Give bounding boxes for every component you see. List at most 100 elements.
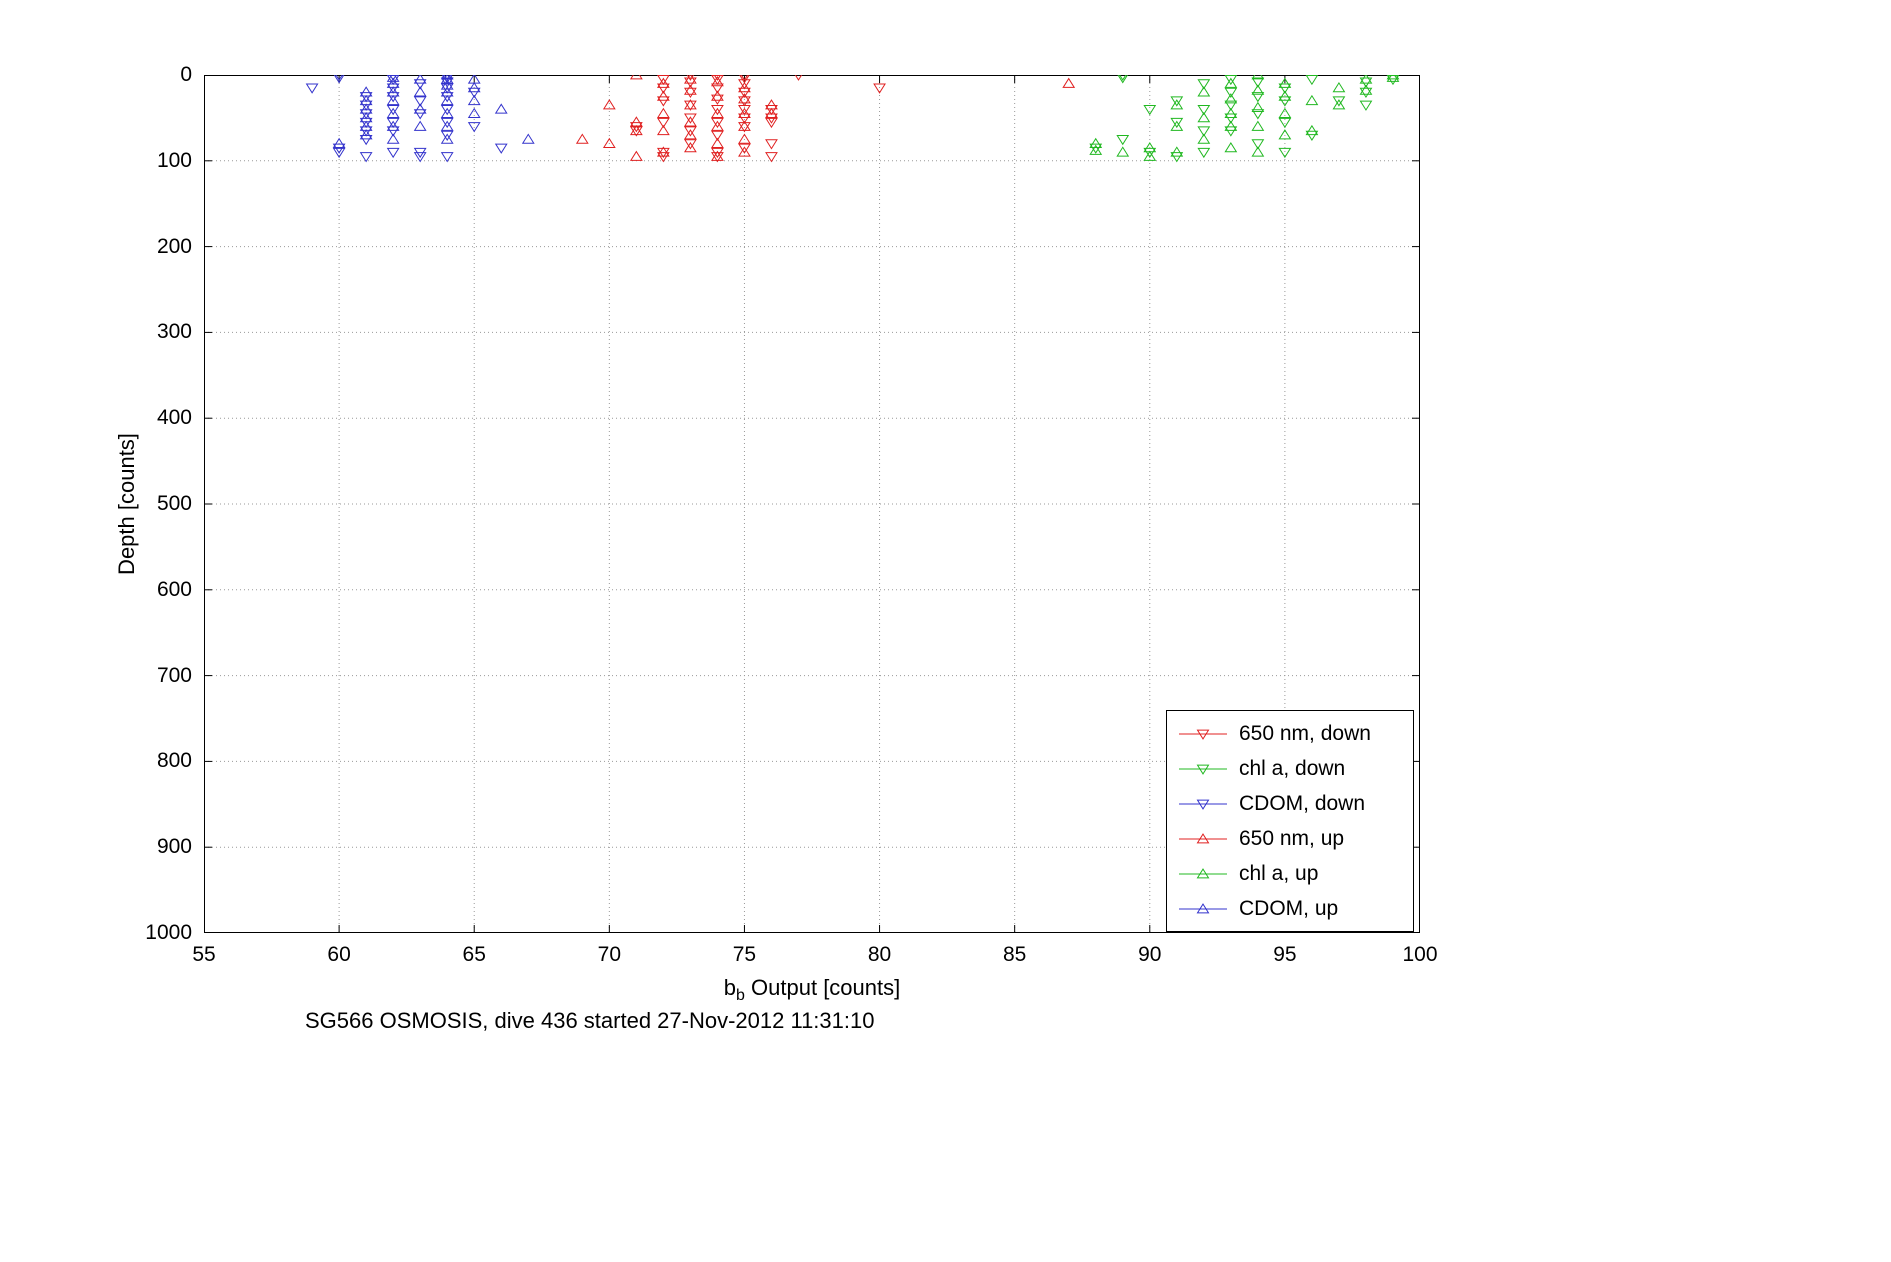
data-point-triangle-down xyxy=(1359,100,1373,111)
data-point-triangle-down xyxy=(738,104,751,116)
data-point-triangle-down xyxy=(1251,77,1265,88)
data-point-triangle-up xyxy=(386,94,400,106)
data-point-triangle-up xyxy=(1143,150,1157,161)
data-point-triangle-down xyxy=(656,117,670,129)
data-point-triangle-down xyxy=(683,139,697,150)
legend-item: CDOM, down xyxy=(1167,786,1413,821)
data-point-triangle-down xyxy=(1305,130,1319,141)
y-tick-label: 1000 xyxy=(145,921,192,944)
data-point-triangle-up xyxy=(1251,146,1265,157)
x-tick-label: 55 xyxy=(192,943,216,966)
data-point-triangle-down xyxy=(711,75,724,86)
data-point-triangle-up xyxy=(494,103,508,114)
data-point-triangle-up xyxy=(738,81,751,93)
data-point-triangle-up xyxy=(656,124,670,136)
data-point-triangle-up xyxy=(711,120,724,131)
data-point-triangle-down xyxy=(1197,79,1211,90)
data-point-triangle-down xyxy=(1170,96,1184,107)
x-axis-label-main: b xyxy=(723,974,737,1000)
data-point-triangle-up xyxy=(1224,120,1238,131)
data-point-triangle-up xyxy=(1251,120,1265,131)
legend-item-label: CDOM, down xyxy=(1239,791,1366,815)
data-point-triangle-up xyxy=(683,75,697,84)
data-point-triangle-up xyxy=(711,137,724,148)
legend-marker-triangle-down xyxy=(1179,799,1227,810)
figure-caption: SG566 OSMOSIS, dive 436 started 27-Nov-2… xyxy=(305,1008,875,1033)
y-tick-label: 600 xyxy=(156,577,192,601)
data-point-triangle-up xyxy=(386,133,400,144)
data-point-triangle-down xyxy=(739,75,750,84)
data-point-triangle-up xyxy=(738,133,751,144)
data-point-triangle-down xyxy=(656,96,670,107)
data-point-triangle-up xyxy=(765,107,778,118)
data-point-triangle-down xyxy=(1224,100,1238,111)
data-point-triangle-down xyxy=(440,92,454,103)
data-point-triangle-down xyxy=(711,104,724,116)
data-point-triangle-down xyxy=(413,109,427,120)
data-point-triangle-down xyxy=(711,83,724,94)
data-point-triangle-up xyxy=(1332,99,1346,110)
data-point-triangle-down xyxy=(386,117,400,129)
data-point-triangle-up xyxy=(1359,84,1373,95)
data-point-triangle-up xyxy=(575,133,589,144)
data-point-triangle-down xyxy=(440,104,454,116)
data-point-triangle-down xyxy=(1143,147,1157,159)
data-point-triangle-up xyxy=(1251,84,1265,95)
data-point-triangle-up xyxy=(1062,77,1076,88)
y-tick-label: 900 xyxy=(156,835,192,859)
data-point-triangle-down xyxy=(413,96,427,107)
data-point-triangle-down xyxy=(440,152,454,163)
legend-marker-triangle-down xyxy=(1179,764,1227,775)
data-point-triangle-down xyxy=(683,87,697,99)
data-point-triangle-up xyxy=(1197,112,1211,123)
data-point-triangle-up xyxy=(683,99,697,110)
data-point-triangle-up xyxy=(440,75,454,80)
legend-item-label: chl a, down xyxy=(1239,756,1346,780)
data-point-triangle-down xyxy=(1119,75,1127,81)
data-point-triangle-down xyxy=(1332,96,1346,107)
x-tick-label: 95 xyxy=(1273,943,1297,966)
data-point-triangle-down xyxy=(333,75,345,84)
data-point-triangle-down xyxy=(1197,126,1211,137)
data-point-triangle-down xyxy=(738,87,751,99)
data-point-triangle-up xyxy=(738,93,751,104)
data-point-triangle-up xyxy=(1089,137,1103,148)
data-point-triangle-down xyxy=(359,92,373,103)
data-point-triangle-down xyxy=(1116,135,1130,146)
data-point-triangle-up xyxy=(1224,93,1238,104)
data-point-triangle-up xyxy=(332,137,346,148)
data-point-triangle-down xyxy=(440,77,454,88)
x-tick-label: 70 xyxy=(597,943,621,966)
data-point-triangle-up xyxy=(1386,75,1400,80)
data-point-triangle-up xyxy=(1359,75,1373,84)
data-point-triangle-down xyxy=(683,126,697,137)
data-point-triangle-down xyxy=(359,117,373,129)
data-point-triangle-up xyxy=(602,137,616,148)
data-point-triangle-up xyxy=(413,120,427,131)
data-point-triangle-up xyxy=(440,75,454,84)
data-point-triangle-down xyxy=(738,122,751,133)
data-point-triangle-down xyxy=(1224,113,1238,124)
y-tick-label: 700 xyxy=(156,663,192,687)
data-point-triangle-up xyxy=(738,120,751,131)
data-point-triangle-up xyxy=(711,90,724,101)
data-point-triangle-down xyxy=(386,75,400,86)
legend-marker-triangle-down xyxy=(1179,729,1227,740)
data-point-triangle-up xyxy=(656,146,670,157)
data-point-triangle-up xyxy=(656,107,670,118)
data-point-triangle-up xyxy=(1224,142,1238,153)
y-tick-label: 300 xyxy=(156,320,192,344)
data-point-triangle-down xyxy=(386,92,400,103)
data-point-triangle-up xyxy=(1170,120,1184,131)
data-point-triangle-down xyxy=(359,152,373,163)
y-tick-label: 400 xyxy=(156,406,192,430)
legend-item-label: 650 nm, down xyxy=(1239,721,1371,745)
data-point-triangle-up xyxy=(1089,144,1103,155)
data-point-triangle-up xyxy=(521,133,535,144)
data-point-triangle-up xyxy=(1305,94,1319,106)
x-tick-label: 75 xyxy=(732,943,757,966)
data-point-triangle-down xyxy=(794,75,803,81)
data-point-triangle-down xyxy=(305,83,319,94)
legend-item: chl a, up xyxy=(1167,856,1413,891)
